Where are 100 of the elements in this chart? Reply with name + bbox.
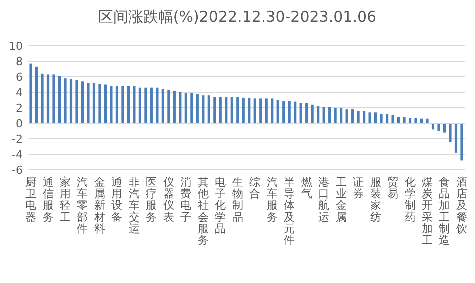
bar	[219, 97, 222, 124]
bar	[248, 98, 251, 124]
bar	[300, 103, 302, 124]
bar	[162, 89, 164, 124]
x-tick-label: 家用轻工	[60, 176, 71, 224]
x-tick-label: 通用设备	[112, 176, 123, 224]
y-tick-label: 2	[16, 102, 23, 115]
bar	[352, 110, 354, 124]
bar	[276, 100, 280, 124]
bar	[208, 96, 210, 124]
x-tick-label: 半导体及元件	[284, 176, 296, 247]
x-tick-label: 化学制药	[404, 176, 416, 224]
bar	[35, 66, 38, 124]
bar	[87, 83, 90, 124]
bar	[52, 74, 56, 124]
bar	[168, 90, 170, 124]
x-tick-label: 厨卫电器	[26, 176, 37, 224]
y-tick-label: 4	[16, 86, 23, 100]
bar	[260, 98, 262, 124]
bar	[357, 111, 360, 124]
bar	[265, 98, 268, 124]
bar	[426, 118, 429, 124]
bar	[133, 86, 136, 124]
y-tick-label: -6	[12, 164, 23, 177]
x-tick-label: 港口航运	[318, 176, 330, 224]
bar	[334, 108, 337, 124]
bar	[328, 107, 332, 124]
bar	[104, 84, 108, 124]
bar	[254, 98, 256, 124]
x-tick-label: 汽车服务	[266, 176, 278, 224]
bar	[41, 74, 44, 124]
x-tick-label: 其他社会服务	[198, 176, 209, 247]
bar	[306, 103, 308, 124]
bar	[184, 93, 188, 124]
bar	[236, 97, 240, 124]
bar	[150, 88, 153, 124]
x-tick-label: 酒店及餐饮	[455, 176, 468, 236]
x-tick-label: 医疗服务	[146, 176, 158, 224]
x-tick-label: 非汽车交运	[128, 176, 140, 236]
x-tick-label: 电子化学品	[215, 176, 226, 236]
bar	[225, 97, 228, 124]
bar	[438, 124, 440, 132]
bar	[179, 92, 182, 124]
bar	[122, 86, 124, 124]
x-tick-label: 证券	[353, 176, 364, 201]
x-tick-label: 燃气	[301, 176, 312, 201]
x-tick-label: 消费电子	[180, 176, 192, 224]
bar	[76, 80, 78, 124]
bar	[317, 106, 320, 124]
y-tick-label: 10	[9, 40, 23, 53]
bar	[414, 118, 418, 124]
bar	[311, 104, 314, 124]
bar	[380, 114, 383, 124]
x-tick-label: 金属新材料	[93, 176, 106, 236]
bar	[190, 93, 194, 124]
bar	[288, 101, 291, 124]
bar	[70, 79, 73, 124]
bar	[98, 84, 102, 124]
bar	[363, 111, 366, 124]
x-tick-label: 服装家纺	[370, 176, 382, 224]
y-tick-label: -2	[12, 132, 23, 146]
bar	[282, 101, 286, 124]
bar	[386, 114, 389, 124]
bar	[454, 124, 458, 153]
bar	[403, 117, 406, 124]
bar	[460, 124, 464, 161]
x-tick-label: 综合	[250, 176, 261, 201]
bar	[116, 86, 119, 124]
y-tick-label: -4	[12, 148, 23, 162]
bar	[449, 124, 452, 142]
bar	[127, 86, 130, 124]
bar	[242, 98, 245, 124]
bar	[64, 78, 67, 124]
bar	[294, 102, 297, 124]
y-tick-label: 8	[16, 55, 23, 68]
bar	[443, 124, 446, 133]
bar	[156, 88, 159, 124]
bar	[110, 86, 113, 124]
bar	[46, 74, 50, 124]
bar	[271, 98, 274, 124]
bar	[392, 114, 394, 124]
bar	[340, 108, 343, 124]
y-tick-label: 0	[16, 117, 23, 130]
x-tick-label: 通信服务	[42, 176, 54, 224]
bar	[138, 88, 142, 124]
bar	[374, 112, 378, 124]
bar	[368, 112, 372, 124]
bar	[92, 83, 96, 124]
x-tick-label: 贸易	[388, 176, 399, 201]
bar	[196, 94, 199, 124]
x-tick-label: 汽车零部件	[77, 176, 88, 236]
x-tick-label: 煤炭开采加工	[422, 176, 434, 247]
bar	[30, 64, 32, 124]
bar	[214, 97, 216, 124]
bar	[58, 76, 62, 124]
x-tick-label: 仪器仪表	[163, 176, 174, 224]
bar	[346, 110, 348, 124]
bar	[202, 96, 205, 124]
x-tick-label: 生物制品	[232, 176, 244, 224]
bar	[144, 88, 148, 124]
